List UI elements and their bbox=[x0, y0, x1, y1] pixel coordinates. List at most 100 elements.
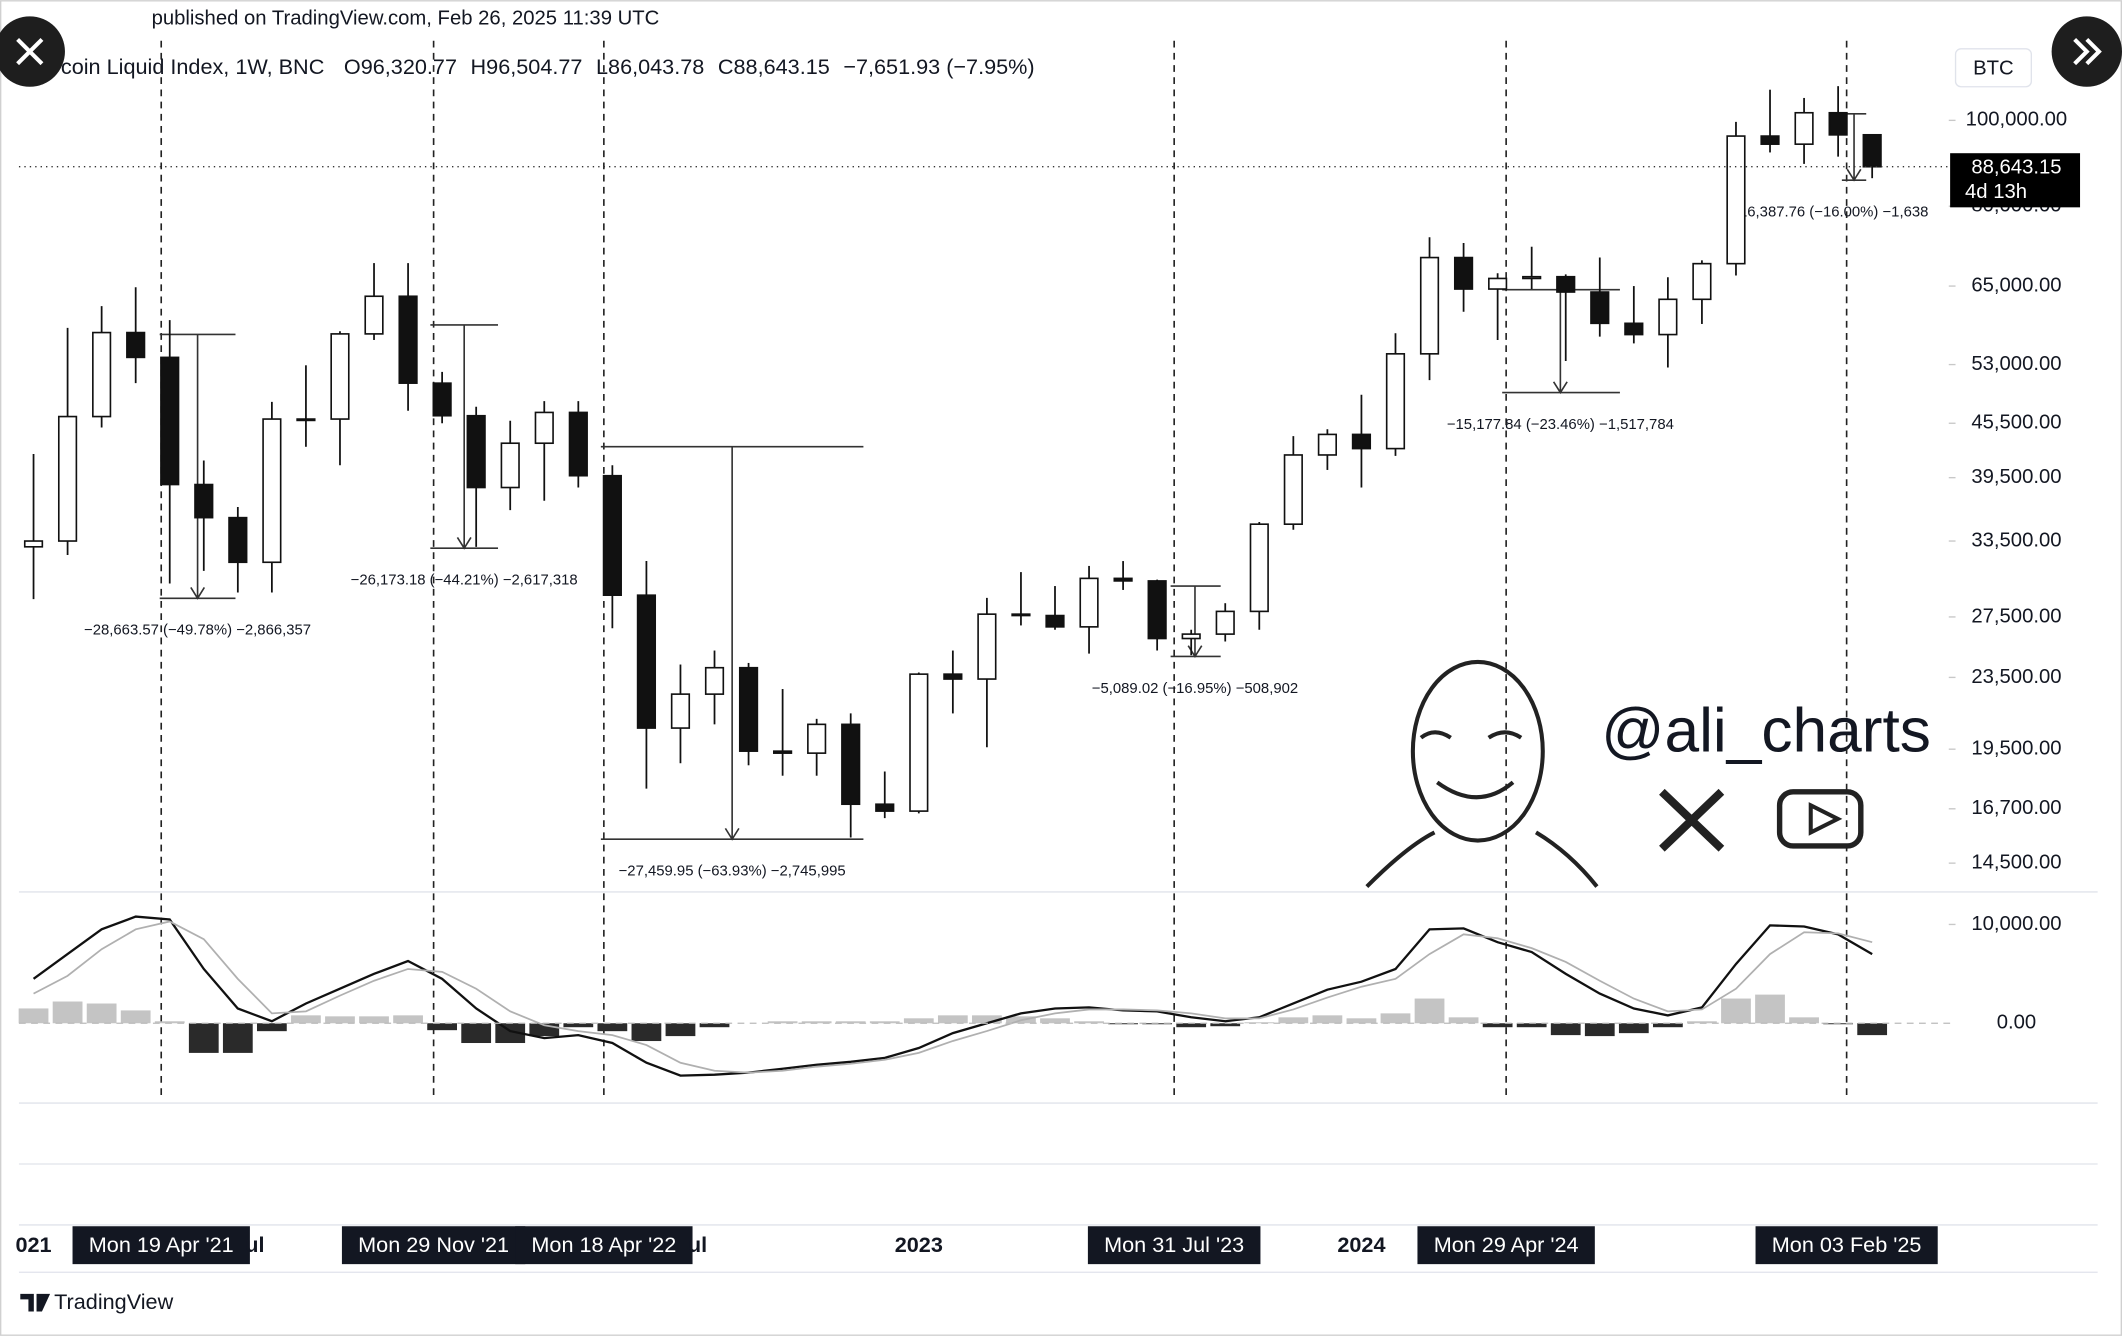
histogram-bar bbox=[222, 1023, 253, 1053]
candle-body bbox=[1317, 433, 1337, 456]
ohlc-key: O bbox=[344, 54, 361, 79]
x-tick-label: Mon 19 Apr '21 bbox=[89, 1232, 234, 1257]
last-price-box bbox=[1950, 153, 2081, 208]
candle-body bbox=[1590, 291, 1610, 325]
measure-bracket bbox=[600, 445, 864, 841]
measure-bracket bbox=[1170, 585, 1221, 659]
y-tick-label: 100,000.00 bbox=[1966, 109, 2068, 131]
x-tick-label: ul bbox=[245, 1232, 264, 1257]
candle-body bbox=[1147, 580, 1167, 640]
candle-body bbox=[602, 474, 622, 597]
x-tick-label: Mon 03 Feb '25 bbox=[1772, 1232, 1922, 1257]
candle-body bbox=[1726, 135, 1746, 265]
youtube-logo bbox=[1776, 789, 1864, 849]
histogram-bar bbox=[835, 1021, 866, 1024]
measure-label: −5,089.02 (−16.95%) −508,902 bbox=[1092, 681, 1298, 697]
candle-body bbox=[296, 418, 316, 422]
histogram-bar bbox=[699, 1023, 730, 1028]
histogram-bar bbox=[1755, 994, 1785, 1024]
candle-body bbox=[466, 414, 486, 489]
candle-body bbox=[670, 693, 691, 729]
candle-body bbox=[1215, 610, 1235, 635]
candle-body bbox=[977, 613, 997, 680]
candle-body bbox=[1249, 523, 1269, 613]
histogram-bar bbox=[86, 1003, 117, 1024]
candle-body bbox=[738, 666, 759, 752]
youtube-play bbox=[1808, 802, 1843, 836]
histogram-bar bbox=[154, 1021, 185, 1024]
histogram-bar bbox=[801, 1021, 832, 1024]
x-tick-label: 2023 bbox=[895, 1232, 943, 1257]
ohlc-key: H bbox=[471, 54, 487, 79]
ohlc-value: 96,320.77 bbox=[361, 54, 457, 79]
candle-body bbox=[432, 382, 452, 417]
histogram-bar bbox=[1210, 1023, 1241, 1027]
candle-body bbox=[1862, 133, 1882, 168]
candle-body bbox=[1522, 275, 1542, 280]
candle-body bbox=[568, 411, 588, 477]
watermark-handle: @ali_charts bbox=[1601, 696, 1931, 765]
macd-pane bbox=[18, 915, 1888, 1077]
candle-body bbox=[636, 594, 657, 729]
candle-body bbox=[909, 673, 929, 812]
histogram-bar bbox=[972, 1015, 1002, 1024]
x-tick-box bbox=[1087, 1226, 1261, 1265]
candle-body bbox=[398, 295, 418, 384]
candle-body bbox=[1658, 298, 1678, 336]
brand: TradingView bbox=[54, 1289, 173, 1314]
histogram-bar bbox=[1176, 1023, 1207, 1028]
candle-body bbox=[534, 411, 554, 445]
panes bbox=[18, 891, 2098, 1273]
candle-body bbox=[126, 331, 146, 359]
price-change: −7,651.93 (−7.95%) bbox=[843, 54, 1034, 79]
measure-bracket bbox=[1841, 113, 1867, 182]
candle-body bbox=[807, 723, 827, 754]
x-tick-label: ul bbox=[688, 1232, 707, 1257]
histogram-bar bbox=[1789, 1017, 1819, 1024]
candle-body bbox=[1794, 111, 1814, 145]
histogram-bar bbox=[18, 1008, 49, 1024]
candle-body bbox=[23, 540, 44, 548]
histogram-bar bbox=[393, 1015, 423, 1024]
next-icon[interactable] bbox=[2073, 37, 2102, 66]
x-tick-label: 2024 bbox=[1337, 1232, 1385, 1257]
x-tick-box bbox=[72, 1226, 250, 1265]
candle-body bbox=[875, 803, 895, 812]
ohlc-key: C bbox=[718, 54, 734, 79]
last-price-label: 88,643.15 bbox=[1971, 156, 2061, 178]
candle-body bbox=[1453, 256, 1474, 290]
candle-body bbox=[773, 750, 793, 754]
histogram-bar bbox=[1721, 998, 1751, 1024]
measure-label: −26,173.18 (−44.21%) −2,617,318 bbox=[351, 573, 578, 589]
x-tick-box bbox=[341, 1226, 526, 1265]
close-icon[interactable] bbox=[16, 37, 44, 66]
histogram-bar bbox=[52, 1001, 83, 1024]
watermark: @ali_charts bbox=[1365, 659, 1931, 888]
x-tick-label: 021 bbox=[15, 1232, 51, 1257]
candle-body bbox=[228, 516, 248, 564]
histogram-bar bbox=[937, 1015, 968, 1024]
next-button[interactable] bbox=[2051, 16, 2122, 87]
y-tick-label: 45,500.00 bbox=[1971, 412, 2061, 434]
price-pane bbox=[18, 86, 1949, 838]
histogram-bar bbox=[767, 1021, 798, 1024]
close-button[interactable] bbox=[0, 16, 65, 87]
candle-body bbox=[1828, 111, 1848, 136]
candle-body bbox=[262, 418, 282, 564]
published-note: published on TradingView.com, Feb 26, 20… bbox=[152, 7, 660, 29]
histogram-bar bbox=[1108, 1023, 1138, 1025]
candle-body bbox=[841, 723, 861, 806]
histogram-bar bbox=[495, 1023, 526, 1044]
x-tick-box bbox=[1417, 1226, 1595, 1265]
ohlc-key: L bbox=[596, 54, 608, 79]
y-tick-label: 53,000.00 bbox=[1971, 353, 2061, 375]
axes: 100,000.0080,000.0065,000.0053,000.0045,… bbox=[15, 109, 2081, 1265]
candle-body bbox=[704, 666, 725, 695]
measure-label: 16,387.76 (−16.00%) −1,638 bbox=[1739, 205, 1928, 221]
y-tick-label: 14,500.00 bbox=[1971, 851, 2061, 873]
histogram-bar bbox=[665, 1023, 696, 1037]
histogram-bar bbox=[1040, 1018, 1070, 1024]
